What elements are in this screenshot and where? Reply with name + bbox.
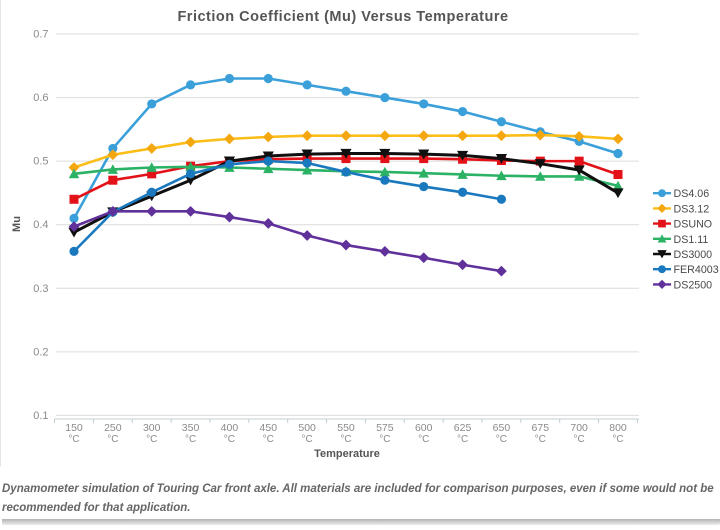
x-tick-label: 300°C <box>143 422 161 445</box>
friction-temperature-chart: Friction Coefficient (Mu) Versus Tempera… <box>11 9 719 460</box>
bottom-divider <box>2 519 720 525</box>
legend-item-DS3.12: DS3.12 <box>653 203 709 215</box>
series-FER4003 <box>69 156 507 256</box>
svg-text:°C: °C <box>612 434 623 445</box>
svg-text:°C: °C <box>302 434 313 445</box>
legend-label: DS3000 <box>674 249 713 261</box>
svg-text:°C: °C <box>535 434 546 445</box>
legend-item-DS2500: DS2500 <box>653 279 712 291</box>
x-tick-label: 400°C <box>221 422 239 445</box>
svg-text:°C: °C <box>68 434 79 445</box>
y-tick-label: 0.4 <box>33 219 48 231</box>
svg-text:800: 800 <box>609 422 627 434</box>
y-axis-title: Mu <box>11 216 23 232</box>
svg-text:°C: °C <box>418 434 429 445</box>
svg-text:600: 600 <box>415 422 433 434</box>
svg-text:°C: °C <box>379 434 390 445</box>
svg-text:°C: °C <box>457 434 468 445</box>
svg-text:°C: °C <box>146 434 157 445</box>
svg-text:500: 500 <box>298 422 316 434</box>
legend: DS4.06 DS3.12 DSUNO DS1.11 DS3000 FER4003 DS25… <box>653 188 719 291</box>
svg-text:150: 150 <box>65 422 83 434</box>
x-tick-label: 250°C <box>104 422 122 445</box>
svg-text:°C: °C <box>496 434 507 445</box>
svg-text:675: 675 <box>532 422 550 434</box>
x-tick-label: 575°C <box>376 422 394 445</box>
y-tick-label: 0.3 <box>33 283 48 295</box>
svg-text:700: 700 <box>570 422 588 434</box>
legend-item-DS3000: DS3000 <box>653 249 712 261</box>
svg-text:°C: °C <box>340 434 351 445</box>
legend-label: FER4003 <box>674 264 719 276</box>
series-DS3000 <box>68 148 624 238</box>
svg-text:°C: °C <box>224 434 235 445</box>
svg-text:°C: °C <box>185 434 196 445</box>
y-tick-label: 0.6 <box>33 92 48 104</box>
x-tick-label: 450°C <box>260 422 278 445</box>
svg-text:650: 650 <box>493 422 511 434</box>
x-tick-label: 500°C <box>298 422 316 445</box>
x-tick-label: 150°C <box>65 422 83 445</box>
svg-text:250: 250 <box>104 422 122 434</box>
legend-label: DS2500 <box>674 279 713 291</box>
legend-item-DS4.06: DS4.06 <box>653 188 709 200</box>
series-DS2500 <box>68 205 507 277</box>
legend-label: DS4.06 <box>674 188 710 200</box>
x-axis-title: Temperature <box>314 448 380 460</box>
x-tick-label: 600°C <box>415 422 433 445</box>
x-tick-label: 675°C <box>532 422 550 445</box>
y-tick-label: 0.7 <box>33 29 48 41</box>
chart-title: Friction Coefficient (Mu) Versus Tempera… <box>177 9 508 25</box>
svg-text:450: 450 <box>260 422 278 434</box>
chart-left-border <box>0 0 1 466</box>
svg-text:625: 625 <box>454 422 472 434</box>
y-tick-label: 0.5 <box>33 156 48 168</box>
y-tick-label: 0.2 <box>33 346 48 358</box>
svg-text:°C: °C <box>107 434 118 445</box>
x-tick-label: 350°C <box>182 422 200 445</box>
legend-label: DSUNO <box>674 219 713 231</box>
legend-label: DS3.12 <box>674 203 710 215</box>
svg-text:°C: °C <box>574 434 585 445</box>
series-DS3.12 <box>68 129 624 173</box>
y-tick-label: 0.1 <box>33 410 48 422</box>
x-tick-label: 625°C <box>454 422 472 445</box>
legend-item-DS1.11: DS1.11 <box>653 234 708 246</box>
legend-label: DS1.11 <box>674 234 709 246</box>
x-tick-label: 550°C <box>337 422 355 445</box>
svg-text:550: 550 <box>337 422 355 434</box>
svg-text:575: 575 <box>376 422 394 434</box>
svg-text:°C: °C <box>263 434 274 445</box>
x-tick-label: 650°C <box>493 422 511 445</box>
svg-text:350: 350 <box>182 422 200 434</box>
svg-text:300: 300 <box>143 422 161 434</box>
x-tick-label: 700°C <box>570 422 588 445</box>
svg-text:400: 400 <box>221 422 239 434</box>
legend-item-FER4003: FER4003 <box>653 264 719 276</box>
x-tick-label: 800°C <box>609 422 627 445</box>
chart-caption: Dynamometer simulation of Touring Car fr… <box>2 483 714 514</box>
legend-item-DSUNO: DSUNO <box>653 219 712 231</box>
